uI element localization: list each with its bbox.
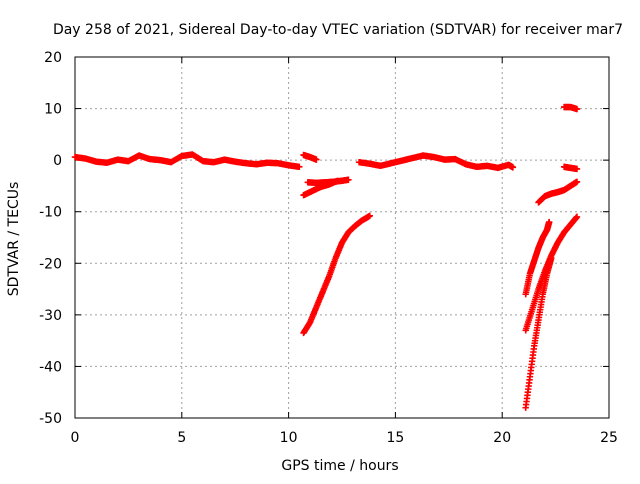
y-axis-label: SDTVAR / TECUs — [6, 182, 22, 297]
y-tick-label: 20 — [44, 50, 62, 66]
y-tick-label: 0 — [53, 153, 62, 169]
x-tick-label: 15 — [386, 430, 404, 446]
series-short-22.9-23.5h — [560, 163, 581, 173]
y-tick-label: -50 — [39, 411, 62, 427]
series-short-10.7-11.3h — [300, 151, 320, 163]
data-point — [296, 163, 303, 171]
x-tick-label: 10 — [280, 430, 298, 446]
y-tick-label: -30 — [39, 308, 62, 324]
y-tick-label: 10 — [44, 102, 62, 118]
data-point — [509, 164, 517, 171]
data-marks — [71, 103, 581, 411]
y-ticks: -50 -40 -30 -20 -10 0 10 20 — [39, 50, 609, 427]
grid-lines — [75, 57, 609, 418]
series-arc-c-21.1-22.2h — [522, 218, 553, 298]
x-axis-label: GPS time / hours — [281, 458, 398, 474]
chart-title: Day 258 of 2021, Sidereal Day-to-day VTE… — [53, 22, 623, 38]
series-band-0-10.5h — [71, 151, 303, 171]
data-point — [545, 218, 553, 226]
series-band-13.3-20.5h — [355, 152, 517, 172]
x-ticks: 0 5 10 15 20 25 — [71, 57, 618, 446]
axes — [74, 56, 610, 419]
plot-frame — [74, 56, 610, 419]
x-tick-label: 0 — [71, 430, 80, 446]
data-point — [313, 156, 320, 163]
y-tick-label: -10 — [39, 205, 62, 221]
data-point — [366, 212, 373, 220]
series-arc-b-21.1-23.5h — [522, 213, 581, 334]
data-point — [573, 213, 581, 221]
data-point — [345, 176, 352, 183]
series-steep-arc-10.7-13.8h — [300, 212, 373, 337]
data-point — [573, 178, 581, 186]
x-tick-label: 20 — [493, 430, 511, 446]
series-top-22.9-23.5h — [560, 103, 581, 113]
y-tick-label: -20 — [39, 256, 62, 272]
y-tick-label: -40 — [39, 359, 62, 375]
series-rising-21.7-23.5h — [535, 178, 581, 206]
x-tick-label: 25 — [600, 430, 618, 446]
data-point — [334, 177, 341, 184]
data-point — [573, 165, 581, 173]
series-rising-10.7-12.3h — [300, 177, 341, 199]
x-tick-label: 5 — [177, 430, 186, 446]
data-point — [573, 105, 581, 113]
